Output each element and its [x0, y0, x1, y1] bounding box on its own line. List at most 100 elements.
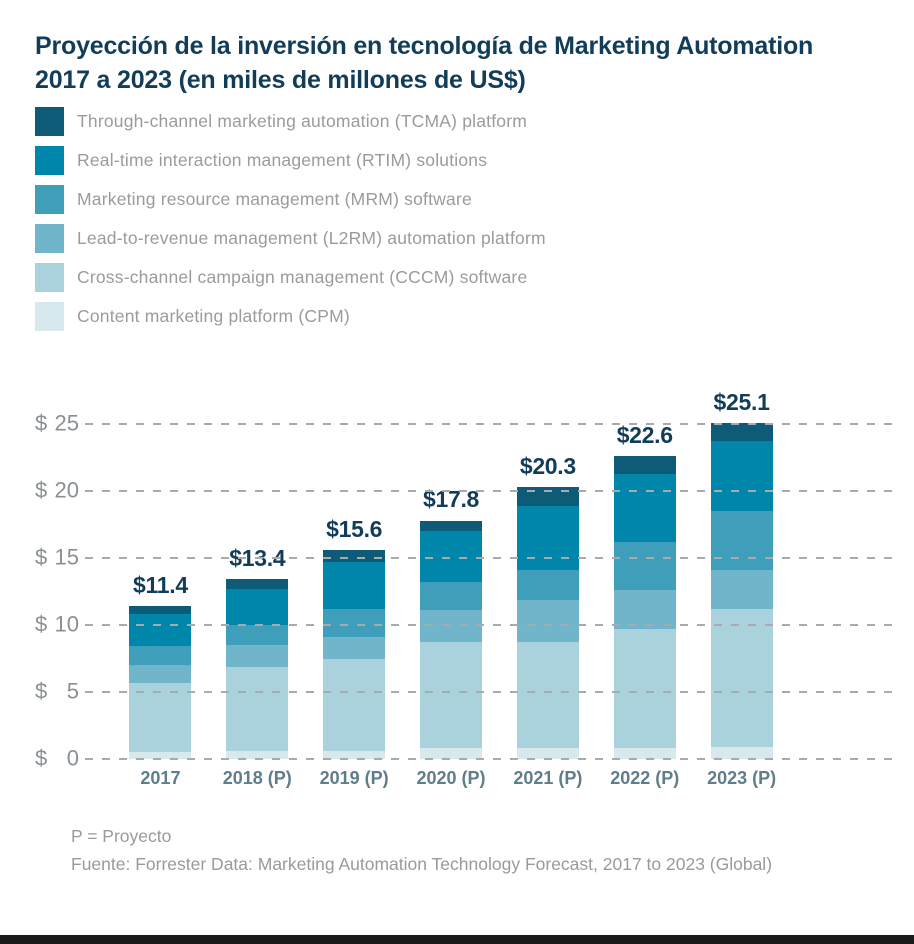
bar-segment — [226, 579, 289, 589]
bar-stack — [129, 606, 192, 759]
bar-segment — [129, 646, 192, 666]
bar-segment — [613, 456, 676, 474]
chart-title: Proyección de la inversión en tecnología… — [35, 30, 879, 97]
bar-value-label: $11.4 — [133, 572, 188, 599]
bar-segment — [613, 473, 676, 542]
bar-group: $17.8 — [403, 395, 500, 759]
gridline — [85, 557, 895, 559]
x-tick-label: 2018 (P) — [222, 768, 292, 788]
bar-segment — [420, 531, 482, 583]
legend-item: Cross-channel campaign management (CCCM)… — [35, 263, 914, 292]
gridline — [85, 490, 895, 492]
bar-segment — [129, 752, 192, 759]
bar-segment — [613, 629, 676, 749]
bar-segment — [710, 422, 773, 442]
legend-label: Cross-channel campaign management (CCCM)… — [77, 267, 528, 287]
bar-value-label: $20.3 — [519, 452, 576, 479]
bars-container: $11.4 $13.4 $15.6 $17.8 $20.3 $22.6 $25.1 — [112, 389, 790, 759]
bar-segment — [129, 614, 192, 647]
bar-group: $20.3 — [499, 395, 596, 759]
bar-segment — [323, 637, 386, 659]
footer: P = Proyecto Fuente: Forrester Data: Mar… — [71, 823, 879, 878]
legend-label: Through-channel marketing automation (TC… — [77, 111, 528, 131]
bar-segment — [516, 570, 579, 600]
bar-segment — [129, 682, 192, 753]
bar-segment — [323, 562, 386, 609]
legend-item: Real-time interaction management (RTIM) … — [35, 146, 914, 175]
bar-segment — [323, 750, 386, 759]
chart-title-line1: Proyección de la inversión en tecnología… — [35, 32, 814, 60]
bar-segment — [420, 582, 482, 611]
bar-segment — [323, 608, 386, 638]
y-tick-label: $15 — [35, 544, 79, 570]
bar-stack — [420, 520, 482, 759]
bar-segment — [323, 658, 386, 751]
bar-group: $11.4 — [112, 395, 209, 759]
legend-swatch — [35, 185, 64, 214]
chart-title-line2: 2017 a 2023 (en miles de millones de US$… — [35, 65, 526, 94]
bar-segment — [516, 599, 579, 643]
y-tick-label: $5 — [35, 678, 79, 704]
legend-label: Content marketing platform (CPM) — [77, 306, 350, 326]
bar-group: $22.6 — [596, 395, 693, 759]
bar-segment — [420, 520, 482, 532]
gridline — [85, 423, 895, 425]
bar-segment — [710, 570, 773, 609]
legend-label: Marketing resource management (MRM) soft… — [77, 189, 472, 209]
legend-swatch — [35, 146, 64, 175]
bar-segment — [129, 665, 192, 683]
bar-segment — [516, 748, 579, 759]
bar-segment — [420, 610, 482, 643]
bar-value-label: $15.6 — [326, 515, 383, 542]
bar-segment — [613, 748, 676, 759]
bar-segment — [129, 606, 192, 615]
legend-item: Content marketing platform (CPM) — [35, 302, 914, 331]
gridline — [85, 758, 895, 760]
bar-segment — [226, 645, 289, 667]
bar-segment — [226, 750, 289, 759]
legend-label: Lead-to-revenue management (L2RM) automa… — [77, 228, 546, 248]
bar-segment — [323, 550, 386, 563]
legend: Through-channel marketing automation (TC… — [35, 107, 914, 331]
x-tick-label: 2017 — [140, 768, 181, 788]
bar-stack — [613, 456, 676, 759]
y-tick-label: $25 — [35, 410, 79, 436]
gridline — [85, 624, 895, 626]
legend-item: Marketing resource management (MRM) soft… — [35, 185, 914, 214]
footer-note: P = Proyecto — [71, 826, 172, 846]
bar-segment — [226, 625, 289, 646]
legend-swatch — [35, 263, 64, 292]
bar-segment — [516, 642, 579, 749]
bar-value-label: $22.6 — [616, 422, 673, 449]
legend-item: Through-channel marketing automation (TC… — [35, 107, 914, 136]
x-axis-labels: 2017 2018 (P) 2019 (P) 2020 (P) 2021 (P) 2022… — [112, 768, 790, 789]
bottom-brand-bar — [0, 935, 914, 944]
bar-group: $13.4 — [209, 395, 306, 759]
legend-swatch — [35, 224, 64, 253]
x-tick-label: 2019 (P) — [319, 768, 389, 788]
legend-swatch — [35, 302, 64, 331]
legend-label: Real-time interaction management (RTIM) … — [77, 150, 488, 170]
bar-stack — [516, 487, 579, 759]
bar-segment — [420, 642, 482, 749]
x-tick-label: 2022 (P) — [610, 768, 680, 788]
bar-segment — [226, 666, 289, 751]
bar-stack — [710, 422, 773, 759]
y-tick-label: $0 — [35, 745, 79, 771]
y-tick-label: $20 — [35, 477, 79, 503]
bar-value-label: $25.1 — [713, 388, 770, 415]
x-tick-label: 2023 (P) — [707, 768, 777, 788]
bar-segment — [420, 748, 482, 759]
bar-segment — [613, 590, 676, 630]
legend-swatch — [35, 107, 64, 136]
bar-group: $25.1 — [693, 389, 790, 759]
x-tick-label: 2020 (P) — [416, 768, 486, 788]
bar-stack — [323, 550, 386, 759]
gridline — [85, 691, 895, 693]
bar-segment — [710, 441, 773, 512]
bar-segment — [613, 541, 676, 591]
bar-segment — [516, 505, 579, 571]
x-tick-label: 2021 (P) — [513, 768, 583, 788]
bar-segment — [710, 608, 773, 747]
